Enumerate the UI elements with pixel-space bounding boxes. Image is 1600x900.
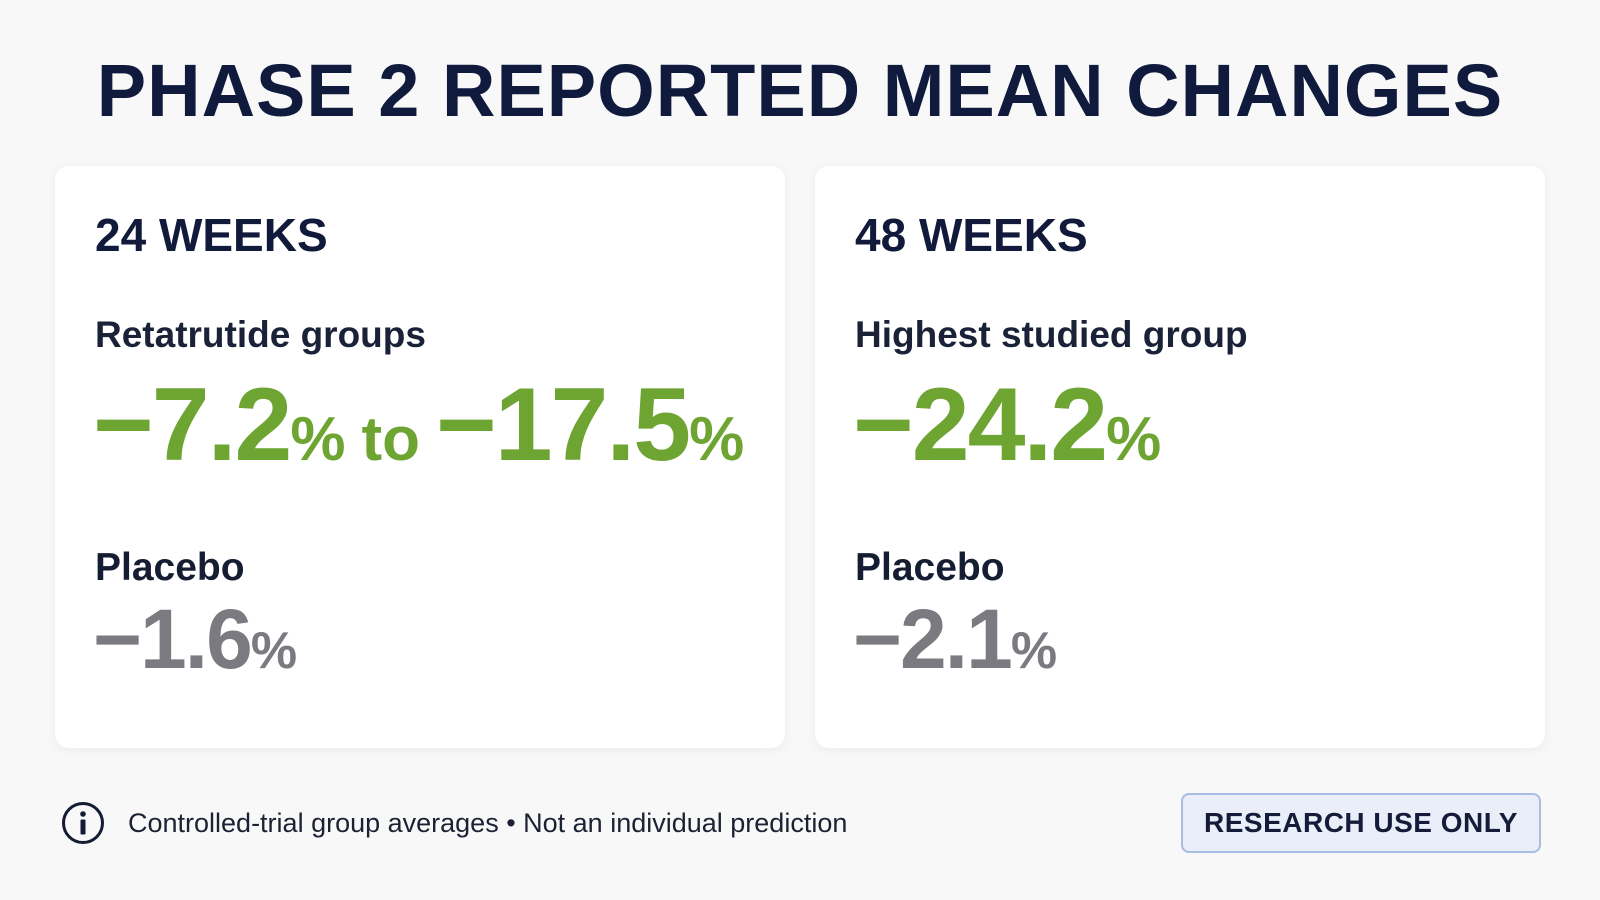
value-unit: % [1010, 622, 1058, 680]
value-joiner: to [361, 405, 420, 474]
value-number: −2.1 [853, 592, 1013, 686]
page-title: PHASE 2 REPORTED MEAN CHANGES [96, 49, 1504, 132]
value-unit: % [250, 622, 298, 680]
group-label: Retatrutide groups [95, 314, 426, 355]
placebo-value: −1.6% [93, 591, 297, 688]
placebo-label: Placebo [855, 546, 1005, 589]
value-unit: % [1106, 405, 1162, 474]
card-heading: 48 WEEKS [855, 209, 1088, 261]
value-number: −24.2 [853, 367, 1108, 483]
placebo-value: −2.1% [853, 591, 1057, 688]
value-number: −17.5 [435, 367, 691, 483]
value-number: −7.2 [93, 367, 292, 483]
badge: RESEARCH USE ONLY [1181, 793, 1541, 853]
group-label: Highest studied group [855, 314, 1248, 355]
card-heading: 24 WEEKS [95, 209, 328, 261]
value-unit: % [689, 405, 745, 474]
card: 48 WEEKS Highest studied group −24.2% Pl… [815, 166, 1545, 748]
value-number: −1.6 [93, 592, 253, 686]
card: 24 WEEKS Retatrutide groups −7.2% to −17.5… [55, 166, 785, 748]
placebo-label: Placebo [95, 546, 245, 589]
group-value: −24.2% [853, 366, 1161, 485]
info-icon [62, 802, 104, 844]
group-value: −7.2% to −17.5% [93, 366, 744, 485]
value-unit: % [290, 405, 346, 474]
footer-note: Controlled-trial group averages • Not an… [128, 808, 848, 838]
